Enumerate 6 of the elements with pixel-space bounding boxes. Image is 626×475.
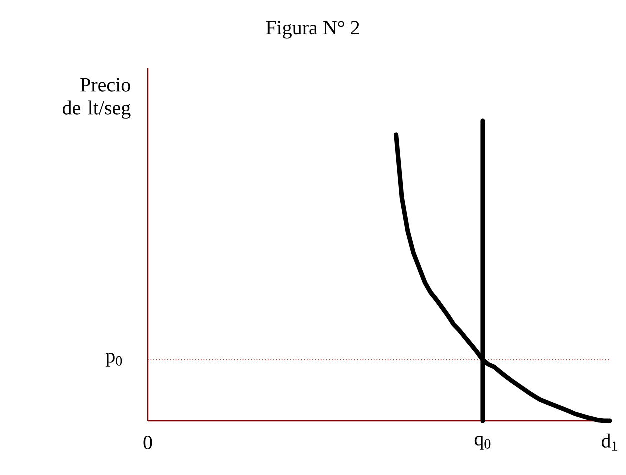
chart-title: Figura N° 2 [266, 21, 360, 39]
x-tick-label: 0 [144, 436, 152, 450]
x-tick-label: q$_{0}$ [474, 436, 491, 450]
y-axis-title: Precio de lt/seg [62, 78, 131, 119]
ref-line-label: p$_{0}$ [106, 353, 122, 367]
series-label: d$_{1}$ [602, 434, 618, 451]
